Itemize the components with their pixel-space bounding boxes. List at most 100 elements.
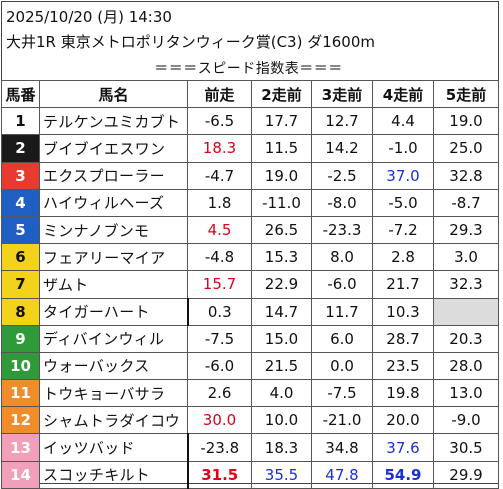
horse-name-cell: フェアリーマイア xyxy=(39,243,188,272)
speed-index-cell: 19.0 xyxy=(433,107,499,136)
speed-index-cell: 2.8 xyxy=(372,243,434,272)
speed-index-cell: 29.9 xyxy=(433,460,499,489)
table-header-row: 馬番 馬名 前走 2走前 3走前 4走前 5走前 xyxy=(1,79,499,109)
speed-index-cell: -2.5 xyxy=(311,161,373,190)
speed-index-cell: -4.8 xyxy=(187,243,252,272)
speed-index-cell: -6.0 xyxy=(187,351,252,381)
speed-index-cell: 35.5 xyxy=(251,460,312,489)
speed-index-cell: 26.5 xyxy=(251,215,312,245)
speed-index-cell: 28.7 xyxy=(372,324,434,353)
header-5-races-ago: 5走前 xyxy=(433,79,499,109)
table-row: 14 スコッチキルト 31.5 35.5 47.8 54.9 29.9 xyxy=(1,460,499,489)
speed-index-cell: 20.3 xyxy=(433,324,499,353)
speed-index-cell: 4.0 xyxy=(251,379,312,408)
horse-number-cell: 3 xyxy=(1,161,40,190)
speed-index-title: ＝＝＝スピード指数表＝＝＝ xyxy=(154,61,343,77)
speed-index-cell: 34.8 xyxy=(311,433,373,462)
horse-number-cell: 9 xyxy=(1,324,40,353)
speed-index-cell: -5.0 xyxy=(372,188,434,217)
speed-index-cell: 32.3 xyxy=(433,270,499,299)
speed-index-cell: -6.5 xyxy=(187,107,252,136)
table-row: 1 テルケンユミカブト -6.5 17.7 12.7 4.4 19.0 xyxy=(1,107,499,136)
speed-index-cell: -1.0 xyxy=(372,134,434,163)
speed-index-cell: 0.3 xyxy=(187,297,252,326)
table-row: 2 ブイブイエスワン 18.3 11.5 14.2 -1.0 25.0 xyxy=(1,134,499,163)
speed-index-cell: 29.3 xyxy=(433,215,499,245)
speed-index-cell: 21.5 xyxy=(251,351,312,381)
table-row: 3 エクスプローラー -4.7 19.0 -2.5 37.0 32.8 xyxy=(1,161,499,190)
speed-index-cell: 19.8 xyxy=(372,379,434,408)
speed-index-cell: 4.5 xyxy=(187,215,252,245)
speed-index-cell: 0.0 xyxy=(311,351,373,381)
horse-number-cell: 6 xyxy=(1,243,40,272)
speed-index-cell: 22.9 xyxy=(251,270,312,299)
header-horse-name: 馬名 xyxy=(39,79,188,109)
speed-index-cell: -23.3 xyxy=(311,215,373,245)
speed-index-cell: 25.0 xyxy=(433,134,499,163)
speed-index-cell: 54.9 xyxy=(372,460,434,489)
speed-index-cell: 11.5 xyxy=(251,134,312,163)
speed-index-cell: 37.6 xyxy=(372,433,434,462)
header-horse-number: 馬番 xyxy=(1,79,40,109)
speed-index-cell: -9.0 xyxy=(433,406,499,435)
horse-number-cell: 10 xyxy=(1,351,40,381)
horse-number-cell: 14 xyxy=(1,460,40,489)
speed-index-cell: 32.8 xyxy=(433,161,499,190)
horse-name-cell: テルケンユミカブト xyxy=(39,107,188,136)
horse-name-cell: ブイブイエスワン xyxy=(39,134,188,163)
horse-name-cell: エクスプローラー xyxy=(39,161,188,190)
speed-index-cell: 3.0 xyxy=(433,243,499,272)
speed-index-cell: -21.0 xyxy=(311,406,373,435)
speed-index-cell: -7.5 xyxy=(311,379,373,408)
speed-index-cell xyxy=(433,297,499,326)
speed-index-cell: 28.0 xyxy=(433,351,499,381)
speed-index-cell: 6.0 xyxy=(311,324,373,353)
speed-index-cell: 37.0 xyxy=(372,161,434,190)
table-row: 5 ミンナノブンモ 4.5 26.5 -23.3 -7.2 29.3 xyxy=(1,215,499,245)
speed-index-cell: 30.5 xyxy=(433,433,499,462)
speed-index-cell: 30.0 xyxy=(187,406,252,435)
table-row: 12 シャムトラダイコウ 30.0 10.0 -21.0 20.0 -9.0 xyxy=(1,406,499,435)
horse-name-cell: シャムトラダイコウ xyxy=(39,406,188,435)
speed-index-cell: 18.3 xyxy=(251,433,312,462)
header-3-races-ago: 3走前 xyxy=(311,79,373,109)
table-row: 7 ザムト 15.7 22.9 -6.0 21.7 32.3 xyxy=(1,270,499,299)
horse-number-cell: 4 xyxy=(1,188,40,217)
table-row: 13 イッツバッド -23.8 18.3 34.8 37.6 30.5 xyxy=(1,433,499,462)
horse-name-cell: イッツバッド xyxy=(39,433,189,462)
horse-name-cell: スコッチキルト xyxy=(39,460,189,489)
speed-index-cell: 4.4 xyxy=(372,107,434,136)
speed-index-cell: -8.0 xyxy=(311,188,373,217)
speed-index-cell: -4.7 xyxy=(187,161,252,190)
header-4-races-ago: 4走前 xyxy=(372,79,434,109)
speed-index-cell: 11.7 xyxy=(311,297,373,326)
horse-number-cell: 13 xyxy=(1,433,40,462)
speed-index-cell: 15.7 xyxy=(187,270,252,299)
speed-index-cell: 15.0 xyxy=(251,324,312,353)
speed-index-cell: 12.7 xyxy=(311,107,373,136)
horse-number-cell: 11 xyxy=(1,379,40,408)
speed-index-cell: 18.3 xyxy=(187,134,252,163)
speed-index-cell: 2.6 xyxy=(187,379,252,408)
speed-index-cell: 20.0 xyxy=(372,406,434,435)
speed-index-cell: 1.8 xyxy=(187,188,252,217)
speed-index-cell: 10.0 xyxy=(251,406,312,435)
horse-name-cell: ディバインウィル xyxy=(39,324,188,353)
table-row: 10 ウォーバックス -6.0 21.5 0.0 23.5 28.0 xyxy=(1,351,499,381)
speed-index-cell: 8.0 xyxy=(311,243,373,272)
horse-number-cell: 8 xyxy=(1,297,40,326)
table-row: 9 ディバインウィル -7.5 15.0 6.0 28.7 20.3 xyxy=(1,324,499,353)
horse-name-cell: タイガーハート xyxy=(39,297,189,326)
speed-index-cell: -7.2 xyxy=(372,215,434,245)
table-row: 4 ハイウィルヘーズ 1.8 -11.0 -8.0 -5.0 -8.7 xyxy=(1,188,499,217)
horse-name-cell: ハイウィルヘーズ xyxy=(39,188,188,217)
horse-name-cell: ザムト xyxy=(39,270,188,299)
horse-number-cell: 2 xyxy=(1,134,40,163)
speed-index-cell: -8.7 xyxy=(433,188,499,217)
speed-index-cell: 21.7 xyxy=(372,270,434,299)
speed-index-cell: -23.8 xyxy=(187,433,252,462)
speed-index-cell: 15.3 xyxy=(251,243,312,272)
speed-index-cell: 17.7 xyxy=(251,107,312,136)
speed-index-cell: -6.0 xyxy=(311,270,373,299)
speed-index-cell: 14.2 xyxy=(311,134,373,163)
